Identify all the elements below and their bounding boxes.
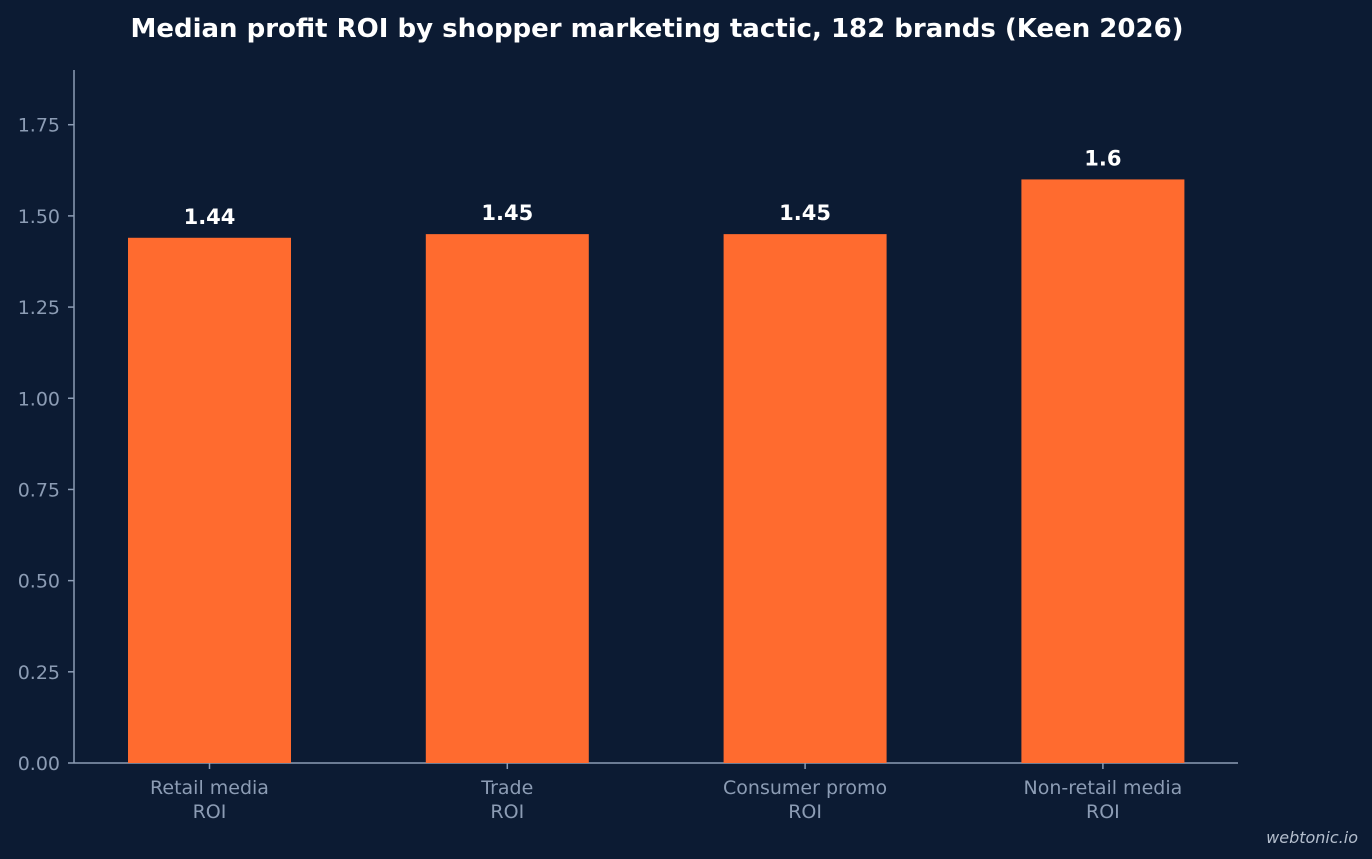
- y-tick-label: 1.75: [18, 115, 60, 137]
- x-tick-label: ROI: [193, 801, 227, 823]
- x-tick-label: Consumer promo: [723, 777, 887, 799]
- x-tick-label: Trade: [480, 777, 533, 799]
- x-tick-label: ROI: [788, 801, 822, 823]
- x-tick-label: ROI: [1086, 801, 1120, 823]
- bar: [128, 237, 291, 764]
- bar-value-label: 1.44: [184, 205, 236, 229]
- x-tick-label: Retail media: [150, 777, 269, 799]
- bar-value-label: 1.45: [779, 201, 831, 225]
- y-tick-label: 1.25: [18, 297, 60, 319]
- y-tick-label: 0.00: [18, 753, 60, 775]
- bar-value-label: 1.6: [1084, 146, 1121, 170]
- x-tick-label: ROI: [490, 801, 524, 823]
- chart-title: Median profit ROI by shopper marketing t…: [130, 14, 1184, 44]
- bar-value-label: 1.45: [481, 201, 533, 225]
- y-axis: 0.00 0.25 0.50 0.75 1.00 1.25 1.50 1.75: [18, 70, 75, 775]
- y-tick-label: 0.75: [18, 479, 60, 501]
- value-labels: 1.44 1.45 1.45 1.6: [184, 146, 1122, 228]
- bars: [128, 179, 1185, 764]
- x-tick-label: Non-retail media: [1024, 777, 1183, 799]
- y-tick-label: 0.25: [18, 662, 60, 684]
- bar: [1021, 179, 1185, 764]
- y-tick-label: 1.00: [18, 388, 60, 410]
- bar: [723, 234, 887, 763]
- y-tick-label: 1.50: [18, 206, 60, 228]
- bar: [425, 234, 589, 763]
- watermark: webtonic.io: [1266, 828, 1358, 847]
- y-tick-label: 0.50: [18, 571, 60, 593]
